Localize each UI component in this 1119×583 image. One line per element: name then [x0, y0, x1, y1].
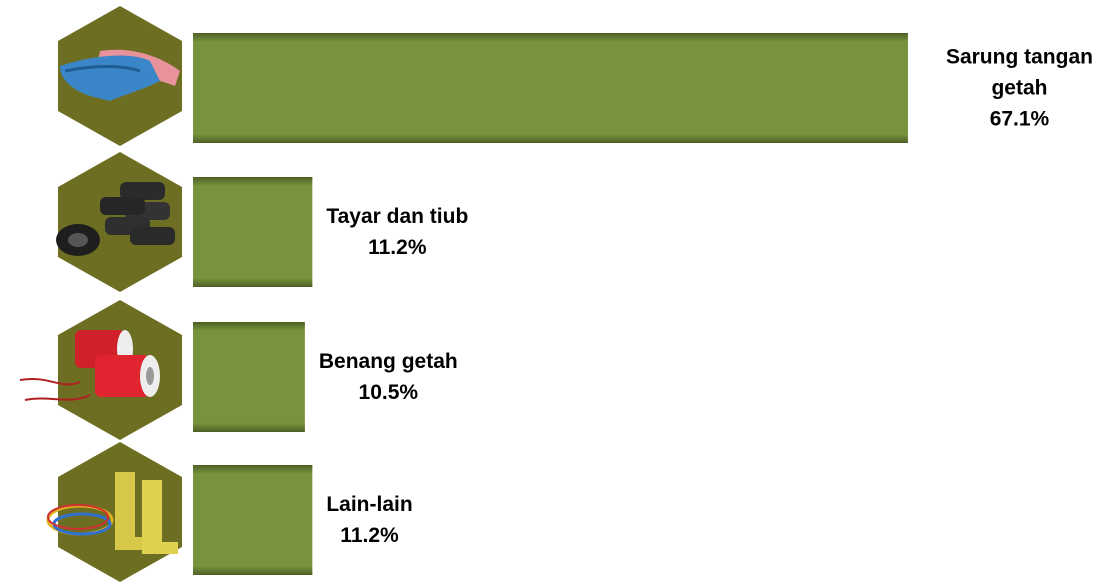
category-label: Lain-lain [326, 493, 413, 516]
category-label: Tayar dan tiub [326, 205, 469, 228]
bar-label: Tayar dan tiub 11.2% [326, 201, 468, 263]
bar [193, 322, 305, 432]
bar-label: Sarung tangan getah 67.1% [922, 42, 1117, 135]
icon-gloves [58, 6, 182, 146]
bar-label: Lain-lain 11.2% [326, 489, 412, 551]
bar [193, 33, 908, 143]
icon-boots [46, 442, 182, 582]
value-label: 10.5% [358, 381, 419, 404]
icon-tyres [56, 152, 182, 292]
category-label: Benang getah [318, 350, 458, 373]
bar-label: Benang getah 10.5% [319, 346, 458, 408]
bar [193, 465, 313, 575]
bar [193, 177, 313, 287]
value-label: 11.2% [340, 524, 399, 547]
value-label: 11.2% [368, 236, 427, 259]
value-label: 67.1% [989, 107, 1050, 131]
category-label: Sarung tangan getah [945, 45, 1093, 100]
icon-thread [19, 300, 182, 440]
